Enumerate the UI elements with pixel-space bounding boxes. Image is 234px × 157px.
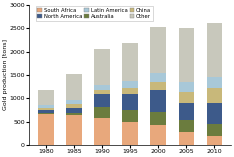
Bar	[94, 85, 110, 90]
Bar	[66, 108, 82, 113]
Bar	[150, 27, 166, 73]
Bar	[150, 82, 166, 90]
Bar	[38, 108, 54, 110]
Bar	[179, 28, 194, 82]
Bar	[122, 89, 138, 94]
Bar	[122, 81, 138, 89]
Bar	[150, 112, 166, 125]
Bar	[38, 113, 54, 114]
Bar	[38, 110, 54, 113]
Bar	[66, 74, 82, 100]
Bar	[66, 115, 82, 145]
Bar	[150, 125, 166, 145]
Bar	[179, 120, 194, 132]
Bar	[207, 77, 222, 88]
Bar	[150, 73, 166, 82]
Bar	[38, 90, 54, 105]
Bar	[66, 104, 82, 108]
Bar	[122, 122, 138, 145]
Bar	[38, 105, 54, 108]
Bar	[94, 94, 110, 107]
Bar	[179, 92, 194, 103]
Bar	[207, 136, 222, 145]
Bar	[94, 118, 110, 145]
Bar	[207, 124, 222, 136]
Bar	[66, 113, 82, 115]
Bar	[207, 24, 222, 77]
Bar	[94, 49, 110, 85]
Bar	[179, 132, 194, 145]
Y-axis label: Gold production [tons]: Gold production [tons]	[3, 39, 8, 110]
Bar	[150, 90, 166, 112]
Bar	[122, 110, 138, 122]
Bar	[207, 103, 222, 124]
Bar	[94, 107, 110, 118]
Legend: South Africa, North America, Latin America, Australia, China, Other: South Africa, North America, Latin Ameri…	[36, 6, 153, 21]
Bar	[122, 43, 138, 81]
Bar	[66, 100, 82, 104]
Bar	[207, 88, 222, 103]
Bar	[179, 103, 194, 120]
Bar	[38, 114, 54, 145]
Bar	[179, 82, 194, 92]
Bar	[94, 90, 110, 94]
Bar	[122, 94, 138, 110]
